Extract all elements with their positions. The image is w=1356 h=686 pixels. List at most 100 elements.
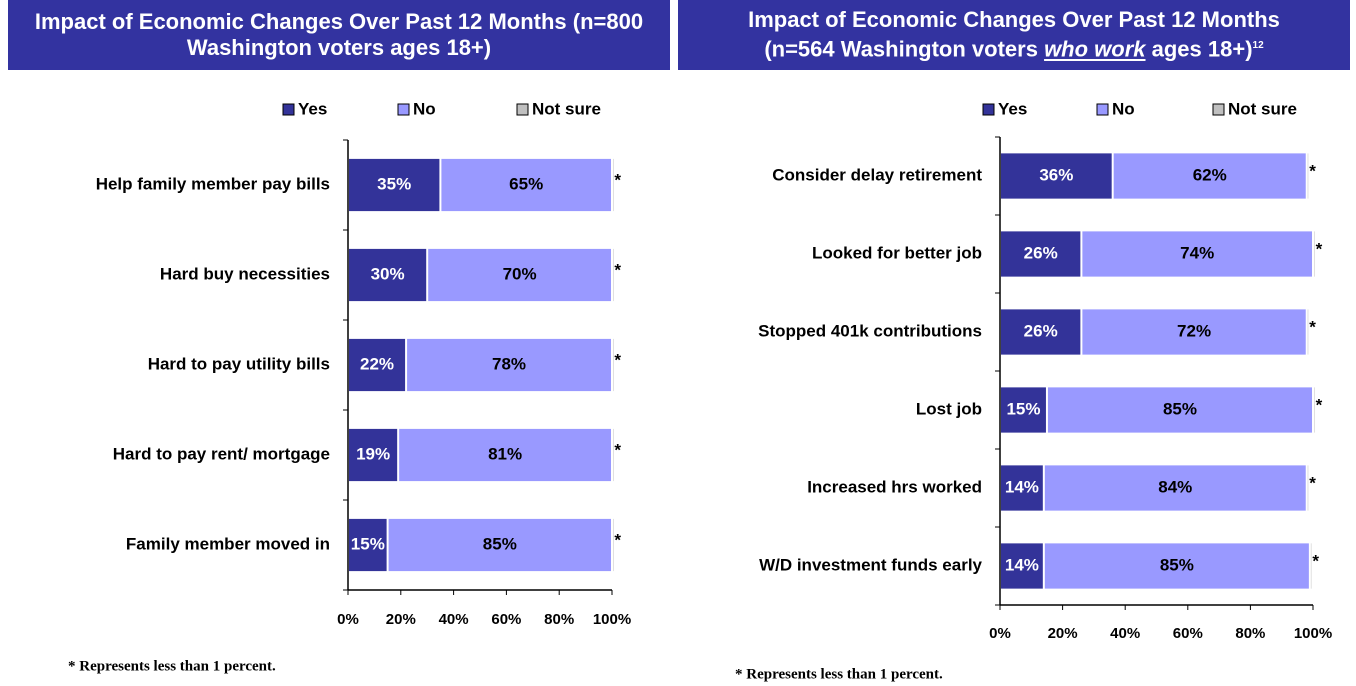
legend-swatch — [982, 103, 995, 116]
x-tick-label: 100% — [1294, 625, 1332, 642]
x-tick-label: 20% — [386, 611, 416, 628]
bar-segment — [349, 158, 440, 212]
data-label: 62% — [1193, 165, 1227, 184]
data-label: 30% — [371, 264, 405, 283]
bar-segment — [1314, 231, 1315, 277]
title-part: Impact of Economic Changes Over Past 12 … — [748, 7, 1280, 33]
legend-swatch — [516, 103, 529, 116]
bar-segment — [1001, 153, 1112, 199]
title-text: Impact of Economic Changes Over Past 12 … — [34, 9, 644, 60]
data-label: 19% — [356, 444, 390, 463]
title-text: Impact of Economic Changes Over Past 12 … — [748, 7, 1280, 62]
title-part: ages 18+) — [1145, 36, 1253, 62]
data-label: 15% — [351, 534, 385, 553]
data-label: * — [1312, 551, 1319, 570]
footnote: * Represents less than 1 percent. — [735, 666, 943, 682]
category-label: Lost job — [916, 399, 982, 418]
legend-label: Not sure — [1228, 99, 1297, 118]
x-tick-label: 100% — [593, 611, 631, 628]
data-label: * — [614, 530, 621, 549]
data-label: * — [1316, 395, 1323, 414]
data-label: * — [614, 350, 621, 369]
bar-segment — [1307, 153, 1309, 199]
chart-title: Impact of Economic Changes Over Past 12 … — [8, 0, 670, 70]
category-label: Looked for better job — [812, 243, 982, 262]
x-tick-label: 20% — [1048, 625, 1078, 642]
data-label: 85% — [1163, 399, 1197, 418]
data-label: 85% — [1160, 555, 1194, 574]
x-tick-label: 60% — [491, 611, 521, 628]
title-part: (n=564 Washington voters — [764, 36, 1045, 62]
x-tick-label: 0% — [989, 625, 1011, 642]
bar-segment — [1001, 465, 1043, 511]
bar-segment — [613, 428, 614, 482]
category-label: Family member moved in — [126, 534, 330, 553]
data-label: * — [614, 440, 621, 459]
bar-segment — [407, 338, 611, 392]
data-label: 65% — [509, 174, 543, 193]
bar-segment — [613, 248, 614, 302]
bar-segment — [1314, 387, 1315, 433]
data-label: 14% — [1005, 555, 1039, 574]
footnote: * Represents less than 1 percent. — [68, 658, 276, 674]
legend-label: Yes — [298, 99, 327, 118]
bar-segment — [388, 518, 611, 572]
data-label: 26% — [1024, 321, 1058, 340]
category-label: Stopped 401k contributions — [758, 321, 982, 340]
title-superscript: 12 — [1252, 40, 1264, 52]
x-tick-label: 80% — [1235, 625, 1265, 642]
data-label: 78% — [492, 354, 526, 373]
data-label: * — [1309, 161, 1316, 180]
bar-segment — [1082, 309, 1306, 355]
legend-label: No — [1112, 99, 1135, 118]
data-label: 26% — [1024, 243, 1058, 262]
bar-segment — [428, 248, 611, 302]
bar-segment — [1001, 309, 1081, 355]
legend-swatch — [282, 103, 295, 116]
category-label: W/D investment funds early — [759, 555, 982, 574]
data-label: 85% — [483, 534, 517, 553]
data-label: * — [1309, 317, 1316, 336]
data-label: * — [1309, 473, 1316, 492]
title-emphasis: who work — [1044, 36, 1146, 62]
bar-segment — [349, 518, 387, 572]
legend-label: Not sure — [532, 99, 601, 118]
data-label: 74% — [1180, 243, 1214, 262]
bar-segment — [1307, 465, 1309, 511]
category-label: Hard to pay utility bills — [148, 354, 330, 373]
bar-segment — [1113, 153, 1306, 199]
chart-title: Impact of Economic Changes Over Past 12 … — [678, 0, 1350, 70]
legend-swatch — [397, 103, 410, 116]
bar-segment — [1310, 543, 1312, 589]
bar-segment — [1001, 231, 1081, 277]
x-tick-label: 60% — [1173, 625, 1203, 642]
data-label: 84% — [1158, 477, 1192, 496]
legend-label: Yes — [998, 99, 1027, 118]
legend-swatch — [1096, 103, 1109, 116]
bar-segment — [349, 248, 427, 302]
legend-label: No — [413, 99, 436, 118]
category-label: Increased hrs worked — [807, 477, 982, 496]
bar-segment — [1307, 309, 1309, 355]
category-label: Hard to pay rent/ mortgage — [113, 444, 330, 463]
data-label: 81% — [488, 444, 522, 463]
x-tick-label: 40% — [439, 611, 469, 628]
bar-segment — [441, 158, 611, 212]
data-label: 36% — [1039, 165, 1073, 184]
data-label: 14% — [1005, 477, 1039, 496]
bar-segment — [613, 158, 614, 212]
bar-segment — [399, 428, 611, 482]
legend-swatch — [1212, 103, 1225, 116]
data-label: 70% — [503, 264, 537, 283]
data-label: * — [1316, 239, 1323, 258]
data-label: 15% — [1006, 399, 1040, 418]
bar-segment — [1047, 387, 1312, 433]
x-tick-label: 0% — [337, 611, 359, 628]
x-tick-label: 80% — [544, 611, 574, 628]
bar-segment — [1001, 543, 1043, 589]
data-label: * — [614, 260, 621, 279]
bar-segment — [613, 518, 614, 572]
data-label: 22% — [360, 354, 394, 373]
